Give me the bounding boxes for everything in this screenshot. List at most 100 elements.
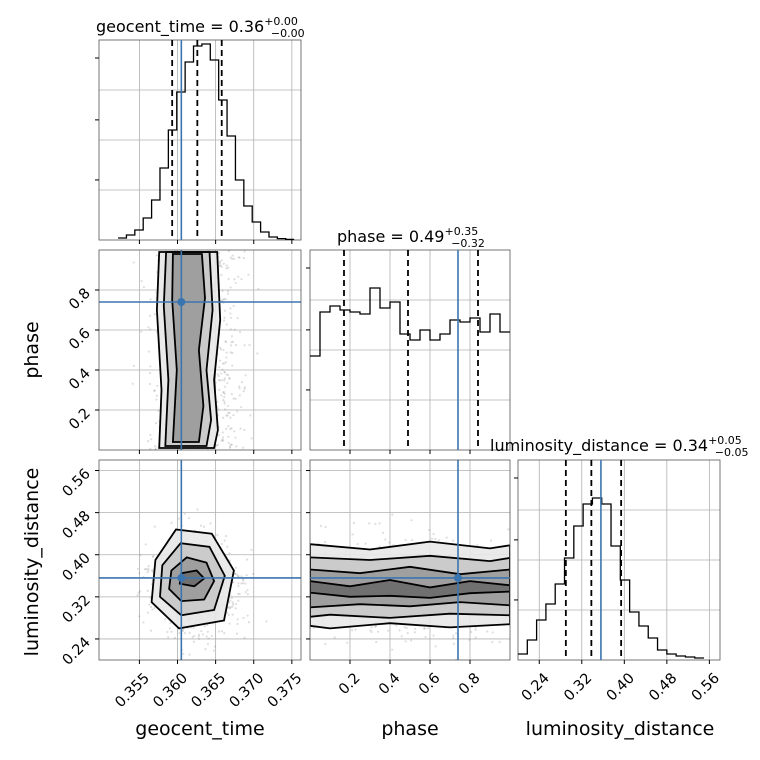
scatter-point (147, 565, 150, 568)
scatter-point (146, 440, 150, 443)
scatter-point (152, 389, 156, 392)
scatter-point (210, 634, 213, 638)
scatter-point (404, 640, 407, 643)
scatter-point (231, 613, 234, 616)
scatter-point (222, 298, 225, 301)
scatter-point (226, 381, 229, 385)
scatter-point (230, 344, 233, 347)
scatter-point (192, 626, 195, 629)
x-tick-label: 0.6 (416, 670, 444, 698)
scatter-point (242, 579, 245, 582)
scatter-point (428, 528, 431, 532)
scatter-point (183, 631, 186, 635)
scatter-point (213, 645, 217, 648)
scatter-point (132, 261, 135, 264)
scatter-point (489, 539, 493, 542)
scatter-point (221, 438, 224, 441)
scatter-point (405, 627, 408, 630)
scatter-point (222, 348, 225, 351)
scatter-point (223, 316, 226, 319)
x-tick-label: 0.375 (265, 670, 306, 711)
panel-frame (309, 249, 511, 451)
scatter-point (240, 575, 243, 578)
x-tick-label: 0.360 (150, 670, 191, 711)
x-tick-label: 0.2 (336, 670, 364, 698)
scatter-point (232, 603, 235, 606)
scatter-point (474, 636, 477, 639)
scatter-point (223, 319, 226, 322)
scatter-point (249, 414, 252, 417)
panel-luminosity-vs-phase: 0.2 0.4 0.6 0.8 (306, 459, 511, 698)
scatter-point (227, 613, 230, 617)
contour-line (310, 540, 510, 630)
scatter-point (474, 626, 477, 629)
scatter-point (238, 330, 242, 334)
scatter-point (237, 256, 240, 259)
scatter-point (237, 599, 240, 602)
scatter-point (237, 575, 240, 578)
scatter-point (209, 522, 212, 525)
scatter-point (230, 427, 233, 430)
scatter-point (230, 443, 233, 446)
scatter-point (150, 569, 153, 572)
scatter-point (243, 428, 246, 431)
scatter-point (223, 392, 226, 396)
scatter-point (220, 259, 223, 262)
scatter-point (149, 596, 152, 599)
scatter-point (217, 408, 220, 411)
scatter-point (388, 541, 391, 544)
scatter-point (191, 636, 194, 639)
scatter-point (167, 636, 170, 639)
scatter-point (153, 525, 156, 528)
scatter-point (423, 627, 426, 630)
scatter-point (149, 433, 152, 437)
scatter-point (223, 400, 226, 403)
contour-line (310, 554, 510, 619)
scatter-point (498, 640, 501, 644)
xlabel-geocent-time: geocent_time (135, 718, 264, 740)
y-tick-label: 0.56 (60, 466, 94, 500)
scatter-point (147, 567, 150, 570)
scatter-point (229, 351, 232, 354)
scatter-point (220, 630, 223, 633)
panel-frame (517, 459, 721, 661)
scatter-point (218, 366, 221, 369)
title-phase: phase = 0.49+0.35 −0.32 (337, 225, 485, 250)
scatter-point (232, 304, 235, 308)
scatter-point (221, 436, 225, 439)
scatter-point (220, 439, 223, 442)
panel-frame (309, 459, 511, 661)
scatter-point (228, 376, 231, 380)
scatter-point (148, 382, 151, 386)
scatter-point (242, 446, 245, 449)
scatter-point (228, 411, 231, 415)
scatter-point (235, 632, 239, 635)
scatter-point (223, 377, 226, 380)
scatter-point (149, 328, 152, 331)
scatter-point (491, 631, 494, 634)
scatter-point (227, 425, 230, 428)
scatter-point (403, 626, 406, 629)
scatter-point (230, 335, 233, 338)
x-tick-label: 0.355 (112, 670, 153, 711)
scatter-point (218, 388, 221, 391)
scatter-point (204, 648, 207, 651)
scatter-point (236, 410, 239, 413)
scatter-point (237, 584, 240, 588)
scatter-point (230, 596, 234, 599)
scatter-point (243, 387, 246, 390)
scatter-point (196, 508, 199, 511)
scatter-point (234, 572, 237, 575)
x-tick-label: 0.56 (689, 670, 723, 704)
scatter-point (410, 539, 414, 542)
scatter-point (378, 545, 381, 548)
scatter-point (227, 411, 230, 415)
scatter-point (225, 351, 228, 354)
panel-phase-histogram (306, 249, 511, 454)
scatter-point (454, 632, 458, 635)
y-tick-label: 0.48 (60, 508, 94, 542)
truth-point (177, 298, 186, 306)
scatter-point (138, 590, 142, 593)
scatter-point (240, 406, 243, 409)
